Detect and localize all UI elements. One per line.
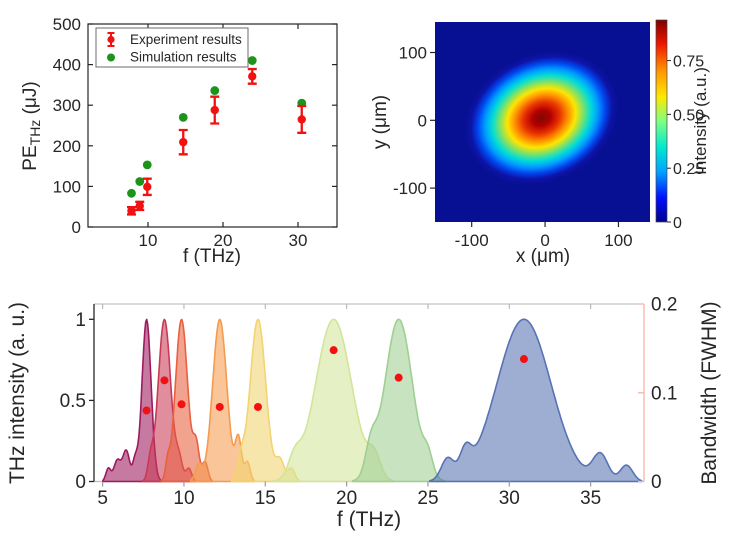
axis-ticks-group: -100 0 100 100 0 -100 xyxy=(393,44,633,250)
simulation-point xyxy=(247,56,257,65)
simulation-point xyxy=(178,112,188,122)
y-tick-label-left: 1 xyxy=(75,310,86,331)
y-tick-label: 200 xyxy=(53,137,81,156)
legend-label-simulation: Simulation results xyxy=(130,50,237,65)
y-tick-label: 0 xyxy=(418,111,427,130)
simulation-point xyxy=(135,177,145,186)
bandwidth-dot xyxy=(160,376,169,385)
x-tick-label: 25 xyxy=(417,488,438,509)
simulation-marker-icon xyxy=(107,53,115,62)
x-tick-label: 30 xyxy=(289,231,308,250)
spectrum-peak xyxy=(429,318,643,483)
x-tick-label: 5 xyxy=(97,488,108,509)
y-tick-label-left: 0.5 xyxy=(60,391,86,412)
bandwidth-dot xyxy=(329,346,338,355)
colorbar-tick-label: 0.25 xyxy=(673,161,704,178)
spectrum-peak xyxy=(351,318,446,483)
experiment-point xyxy=(210,105,219,115)
simulation-point xyxy=(127,188,136,198)
colorbar-label: Intensity (a.u.) xyxy=(691,67,710,175)
y-axis-label-left: THz intensity (a. u.) xyxy=(6,302,29,484)
x-tick-label: 20 xyxy=(336,488,357,509)
experiment-point xyxy=(135,201,144,211)
simulation-point xyxy=(142,160,152,170)
y-tick-label: 500 xyxy=(53,15,81,34)
y-tick-label: 100 xyxy=(53,177,81,196)
x-tick-label: 0 xyxy=(540,231,549,250)
x-tick-label: -100 xyxy=(455,231,489,250)
y-tick-label: 400 xyxy=(53,56,81,75)
experiment-point xyxy=(143,182,152,192)
y-tick-label-right: 0.2 xyxy=(651,295,677,316)
experiment-point xyxy=(127,206,136,215)
legend-errorbar-marker-icon xyxy=(107,32,115,47)
beam-spot xyxy=(464,50,619,186)
colorbar-tick-label: 0.75 xyxy=(673,54,704,71)
bandwidth-dot xyxy=(142,406,151,415)
y-tick-label-left: 0 xyxy=(75,472,86,493)
bandwidth-dot xyxy=(394,373,403,382)
bandwidth-dot xyxy=(519,355,528,364)
spectrum-peak xyxy=(230,318,300,483)
colorbar-tick-label: 0 xyxy=(673,215,682,232)
experiment-point xyxy=(179,137,188,147)
y-tick-label: 100 xyxy=(399,44,427,63)
colorbar-ticks-group: 0 0.25 0.50 0.75 xyxy=(667,54,704,232)
simulation-point xyxy=(210,86,220,95)
data-series-group xyxy=(127,56,307,216)
bandwidth-dot xyxy=(215,402,224,411)
y-axis-label: y (μm) xyxy=(370,95,391,149)
plot-frame xyxy=(87,23,338,228)
bandwidth-dot xyxy=(253,402,262,411)
experiment-marker-icon xyxy=(107,35,115,44)
y-tick-label: 300 xyxy=(53,96,81,115)
bandwidth-dot xyxy=(177,400,186,409)
spectrum-peak xyxy=(102,318,163,483)
y-label-main: PE xyxy=(20,145,41,170)
panel-beam-heatmap: -100 0 100 100 0 -100 0 0.25 0.50 0.75 Intensity… xyxy=(370,19,710,267)
legend: Experiment results Simulation results xyxy=(95,27,249,68)
x-tick-label: 100 xyxy=(604,231,632,250)
experiment-point xyxy=(297,115,306,124)
x-tick-label: 10 xyxy=(173,488,194,509)
y-tick-label: 0 xyxy=(72,218,81,237)
x-axis-label: f (THz) xyxy=(183,246,241,267)
legend-label-experiment: Experiment results xyxy=(130,32,242,47)
x-tick-label: 30 xyxy=(499,488,520,509)
x-tick-label: 15 xyxy=(255,488,276,509)
x-axis-label: f (THz) xyxy=(337,508,401,531)
spectra-group xyxy=(102,318,643,483)
y-axis-label-right: Bandwidth (FWHM) xyxy=(698,301,721,484)
legend-box xyxy=(95,27,249,68)
y-label-unit: (μJ) xyxy=(20,81,41,119)
y-axis-label: PETHz (μJ) xyxy=(20,81,43,170)
y-label-subscript: THz xyxy=(27,120,43,146)
bandwidth-dots-group xyxy=(142,346,528,415)
y-tick-label: -100 xyxy=(393,179,427,198)
x-tick-label: 20 xyxy=(214,231,233,250)
experiment-point xyxy=(248,72,257,81)
x-tick-label: 10 xyxy=(139,231,158,250)
x-tick-label: 35 xyxy=(580,488,601,509)
colorbar-tick-label: 0.50 xyxy=(673,107,704,124)
x-axis-label: x (μm) xyxy=(516,246,570,267)
colorbar xyxy=(655,19,668,223)
y-tick-label-right: 0.1 xyxy=(651,383,677,404)
y-tick-label-right: 0 xyxy=(651,472,662,493)
